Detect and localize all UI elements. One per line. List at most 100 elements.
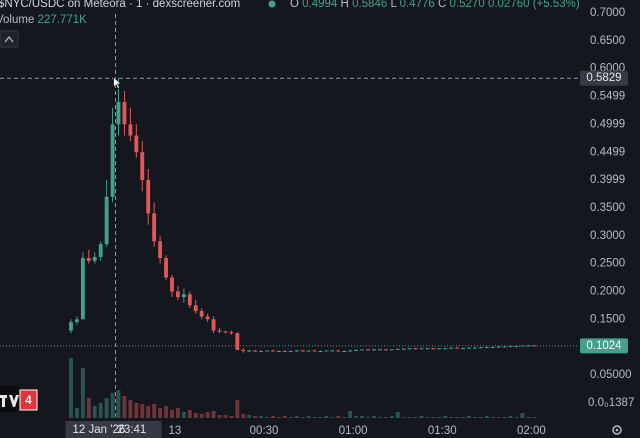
volume-bar <box>187 410 192 418</box>
volume-bar <box>86 398 91 418</box>
candle-body <box>318 350 323 352</box>
volume-bar <box>532 417 537 418</box>
volume-bar <box>300 417 305 418</box>
collapse-button-box[interactable] <box>0 30 19 48</box>
y-tick-label: 0.4999 <box>590 118 625 130</box>
candle-body <box>265 350 269 352</box>
candle-body <box>241 349 246 352</box>
candle-body <box>413 348 418 350</box>
settings-button[interactable] <box>612 425 622 435</box>
volume-bar <box>455 417 460 418</box>
collapse-button[interactable] <box>0 30 19 48</box>
last-price-box <box>580 338 628 354</box>
candle-body <box>461 348 465 350</box>
candle-body <box>187 294 192 306</box>
candle-body <box>229 332 234 334</box>
candle-body <box>128 124 133 136</box>
candle-body <box>377 349 382 351</box>
high-value: 0.5846 <box>352 0 387 10</box>
candle-body <box>235 333 240 350</box>
chart-title: $NYC/USDC on Meteora · 1 · dexscreener.c… <box>0 0 240 10</box>
candle-body <box>181 294 186 298</box>
volume-bar <box>431 417 436 418</box>
candle-body <box>395 348 400 350</box>
volume-bar <box>134 403 139 418</box>
candle-body <box>372 349 376 351</box>
volume-bar <box>235 400 240 418</box>
candle-body <box>324 350 329 352</box>
volume-bar <box>467 416 471 418</box>
candle-body <box>366 349 370 351</box>
volume-value: 227.771K <box>38 14 88 26</box>
volume-bar <box>152 404 157 418</box>
candle-body <box>300 350 305 352</box>
candle-body <box>330 350 335 352</box>
collapse-icon[interactable] <box>4 35 14 43</box>
volume-bar <box>490 417 495 418</box>
volume-bar <box>140 404 145 418</box>
candle-body <box>211 319 216 331</box>
plot-area: 0.70000.65000.60000.54990.49990.44990.39… <box>69 7 634 437</box>
open-value: 0.4994 <box>302 0 338 10</box>
high-label: H <box>341 0 349 10</box>
volume-bar <box>104 398 109 418</box>
settings-icon-center[interactable] <box>615 428 619 432</box>
candle-body <box>217 330 222 332</box>
volume-bar <box>437 417 442 418</box>
volume-bar <box>271 416 275 418</box>
candle-body <box>98 244 103 257</box>
volume-bar <box>484 416 489 418</box>
candle-body <box>259 351 264 353</box>
volume-bar <box>401 417 406 418</box>
candle-body <box>276 350 281 352</box>
candle-body <box>508 346 513 348</box>
candle-body <box>496 346 501 348</box>
volume-bar <box>223 415 228 418</box>
logo-mark[interactable] <box>0 395 19 407</box>
candle-body <box>478 347 483 349</box>
tv-logo[interactable]: 4 <box>0 386 38 412</box>
candle-body <box>514 345 519 347</box>
volume-bar <box>205 412 210 418</box>
ohlc-legend: O 0.4994 H 0.5846 L 0.4776 C 0.5270 0.02… <box>290 0 580 10</box>
volume-bar <box>330 417 335 418</box>
logo-badge-box[interactable] <box>19 389 38 411</box>
volume-bar <box>128 400 133 418</box>
volume-bar <box>229 416 234 418</box>
volume-bar <box>164 406 168 418</box>
logo-badge[interactable]: 4 <box>25 395 32 407</box>
volume-bar <box>158 408 163 418</box>
candle-body <box>110 124 115 197</box>
volume-label: Volume <box>0 14 34 26</box>
volume-bar <box>110 393 115 418</box>
volume-bar <box>312 417 317 418</box>
volume-bar <box>324 416 329 418</box>
y-tick-label: 0.3000 <box>590 230 625 242</box>
settings-icon[interactable] <box>612 425 622 435</box>
candle-body <box>473 347 477 349</box>
volume-bar <box>146 406 151 418</box>
volume-bar <box>395 412 400 418</box>
candle-body <box>401 348 406 350</box>
crosshair-date-box <box>65 421 162 438</box>
candle-body <box>175 291 180 298</box>
volume-bar <box>407 417 412 418</box>
volume-bar <box>419 416 424 418</box>
volume-bar <box>348 411 353 418</box>
volume-bar <box>449 417 454 418</box>
candle-body <box>502 346 507 348</box>
volume-bar <box>366 417 370 418</box>
y-tick-label: 0.5499 <box>590 91 625 103</box>
volume-bar <box>181 412 186 418</box>
volume-bar <box>478 417 483 418</box>
candle-body <box>170 277 174 292</box>
volume-bar <box>413 417 418 418</box>
cursor <box>113 76 122 90</box>
status-dot <box>268 0 276 8</box>
volume-bar <box>318 417 323 418</box>
candle-body <box>312 350 317 352</box>
volume-bar <box>508 416 513 418</box>
volume-bar <box>199 414 204 418</box>
candle-body <box>490 347 495 349</box>
x-tick-label: 00:30 <box>250 425 279 437</box>
